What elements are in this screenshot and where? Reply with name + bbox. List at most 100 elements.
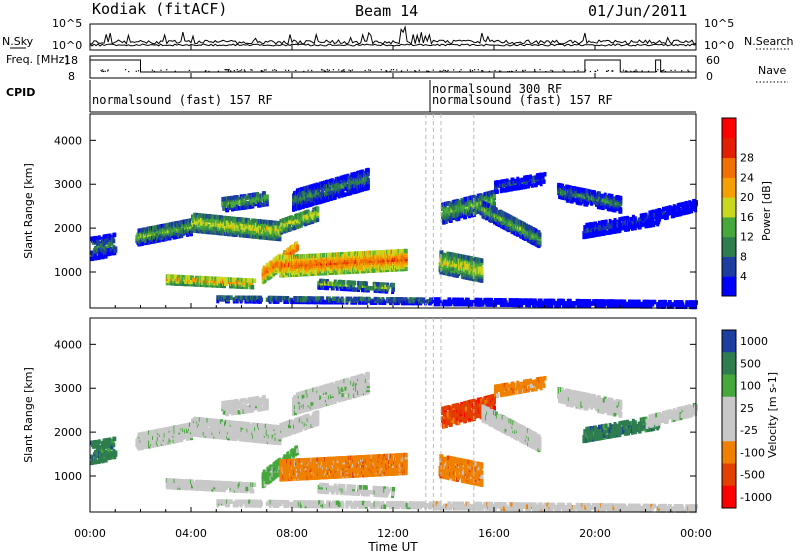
nave-dot [135,70,137,72]
nave-dot [657,69,659,71]
nave-dot [351,69,353,71]
nave-dot [228,69,230,71]
nave-dot [481,70,483,72]
power-cell [192,277,196,283]
nave-dot [641,70,643,72]
power-cell [353,287,357,292]
power-cell [93,254,97,259]
power-cell [493,193,496,199]
power-cell [353,280,357,286]
power-cell [619,195,623,201]
nave-dot [511,70,513,72]
nave-dot [661,70,663,72]
power-cell [392,282,395,288]
nave-dot [208,70,210,72]
nave-dot [611,70,614,72]
power-cell [326,191,329,196]
nave-dot [107,69,109,71]
power-cell [262,265,266,270]
nave-dot [303,70,305,72]
date-title: 01/Jun/2011 [588,2,687,20]
power-cell [368,286,372,291]
power-cell [262,191,266,196]
nave-dot [647,70,650,72]
nave-dot [364,69,366,72]
power-cell [226,277,229,282]
power-cell [340,175,344,180]
nave-dot [477,69,479,71]
power-cell [238,282,242,287]
nave-dot [243,69,245,71]
power-cell [387,284,391,290]
power-cell [233,202,237,208]
power-cell [333,195,337,200]
power-cell [236,277,240,283]
power-cell [266,262,270,268]
cpid-label: CPID [6,86,35,99]
power-cell [110,247,114,252]
power-cell [495,189,499,194]
power-cell [311,201,315,207]
power-cell [366,177,370,183]
power-cell [242,278,246,283]
power-cell [181,275,185,280]
power-cell [139,228,143,233]
nave-dot [662,70,664,72]
power-cell [272,271,276,277]
frequency-line [90,59,696,73]
nave-dot [389,70,391,72]
nave-dot [343,69,345,71]
power-cell [260,202,264,208]
nave-dot [396,69,398,71]
nave-dot [323,70,325,72]
power-cell [202,280,206,285]
power-cell [323,180,327,185]
nave-dot [625,70,627,72]
nave-dot [469,70,471,72]
nave-dot [534,69,536,71]
nave-dot [539,69,541,71]
nave-dot [295,69,297,72]
power-cell [113,232,117,238]
nave-dot [688,70,690,72]
nave-dot [498,70,501,72]
nave-dot [285,69,287,71]
power-cell [254,218,258,224]
power-cell [326,285,329,291]
power-cell [344,182,348,187]
power-cell [236,284,240,289]
nave-dot [428,70,430,73]
power-cell [392,287,395,292]
nave-dot [342,69,344,71]
power-cell [226,219,229,225]
power-cell [241,201,245,207]
nave-dot [545,71,547,73]
power-cell [268,268,272,274]
cpid-panel: CPID normalsound (fast) 157 RF normalsou… [6,80,696,113]
power-cell [301,190,305,196]
nave-dot [320,69,323,71]
power-cell [235,204,239,209]
power-cell [100,244,104,250]
power-cell [217,281,221,286]
nave-dot [444,70,446,72]
nave-dot [584,71,586,73]
freq-left-label: Freq. [MHz] [6,53,69,66]
nave-dot [446,70,448,72]
freq-left-tick-top: 18 [64,54,78,67]
nave-dot [265,69,267,71]
nave-dot [275,69,277,72]
nave-dot [515,69,517,71]
power-cell [326,179,329,185]
nave-dot [622,69,625,71]
nave-dot [522,70,524,73]
power-cell [404,266,408,272]
nave-dot [101,70,103,72]
power-cell [259,201,262,206]
nave-dot [380,69,382,71]
power-cell [543,172,547,177]
power-cell [253,230,257,235]
nave-dot [188,69,190,71]
nave-dot [494,70,496,72]
